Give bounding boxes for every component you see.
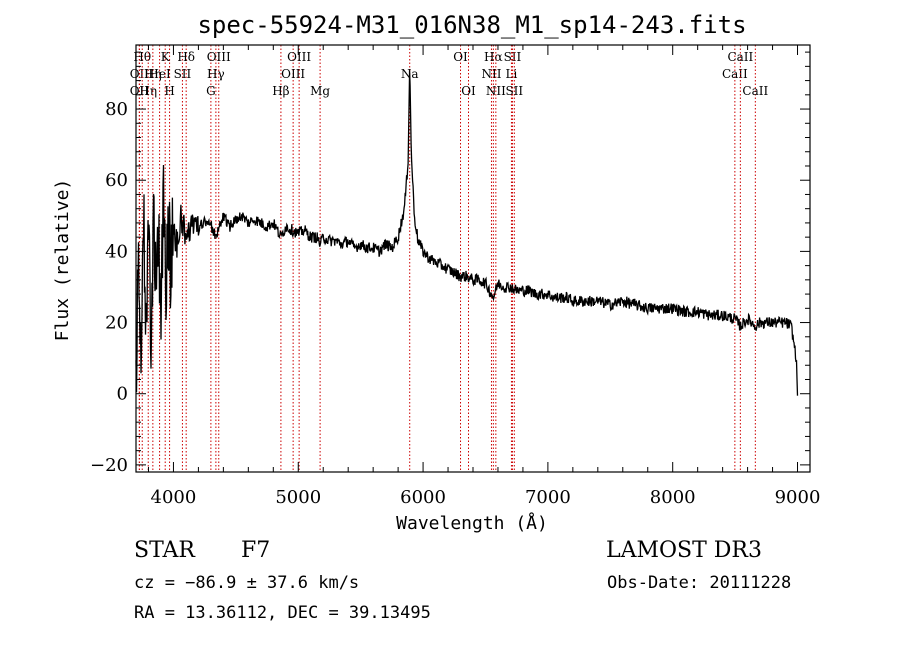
line-marker-label: NII <box>486 84 506 98</box>
line-marker-label: Hη <box>139 84 157 98</box>
line-marker-label: Hδ <box>177 50 195 64</box>
line-marker-label: CaII <box>727 50 753 64</box>
x-tick-label: 9000 <box>775 487 821 508</box>
line-marker-label: Hβ <box>272 84 289 98</box>
survey-name: LAMOST DR3 <box>606 538 762 563</box>
y-tick-label: 0 <box>117 384 128 405</box>
object-subclass: F7 <box>241 538 271 563</box>
spectrum-chart: spec-55924-M31_016N38_M1_sp14-243.fits O… <box>52 11 820 534</box>
line-marker-label: NII <box>481 67 501 81</box>
line-marker-label: H <box>164 84 174 98</box>
y-tick-label: 20 <box>105 313 128 334</box>
x-tick-label: 5000 <box>275 487 321 508</box>
line-marker-label: G <box>206 84 216 98</box>
chart-title: spec-55924-M31_016N38_M1_sp14-243.fits <box>197 11 746 39</box>
line-markers: OIIOIIHθHηHηHeIKHSIIHδGHγOIIIHβOIIIOIIIM… <box>130 45 768 472</box>
line-marker-label: OI <box>453 50 468 64</box>
line-marker-label: OII <box>130 84 150 98</box>
line-marker-label: OI <box>461 84 476 98</box>
y-tick-label: 60 <box>105 170 128 191</box>
object-class: STAR <box>134 538 195 563</box>
line-marker-label: HeI <box>148 67 171 81</box>
spectrum-line <box>135 70 799 396</box>
observation-date: Obs-Date: 20111228 <box>607 573 792 593</box>
ra-dec: RA = 13.36112, DEC = 39.13495 <box>134 603 431 623</box>
line-marker-label: CaII <box>742 84 768 98</box>
redshift-cz: cz = −86.9 ± 37.6 km/s <box>134 573 360 593</box>
y-tick-label: 40 <box>105 241 128 262</box>
line-marker-label: Li <box>506 67 518 81</box>
x-tick-label: 7000 <box>525 487 571 508</box>
line-marker-label: Hα <box>484 50 503 64</box>
line-marker-label: Mg <box>310 84 330 98</box>
line-marker-label: K <box>161 50 171 64</box>
line-marker-label: Hθ <box>133 50 151 64</box>
plot-frame <box>135 44 811 473</box>
y-tick-label: −20 <box>90 455 128 476</box>
line-marker-label: SII <box>174 67 192 81</box>
line-marker-label: SII <box>505 84 523 98</box>
y-tick-label: 80 <box>105 99 128 120</box>
x-tick-label: 8000 <box>650 487 696 508</box>
x-tick-label: 4000 <box>151 487 197 508</box>
x-tick-label: 6000 <box>400 487 446 508</box>
y-axis-label: Flux (relative) <box>52 179 73 342</box>
line-marker-label: OIII <box>281 67 305 81</box>
line-marker-label: CaII <box>722 67 748 81</box>
axis-ticks: 4000 5000 6000 7000 8000 9000 −20 0 20 40 60 80 <box>90 45 820 508</box>
line-marker-label: Hγ <box>207 67 225 81</box>
line-marker-label: Hη <box>144 67 162 81</box>
line-marker-label: SII <box>504 50 522 64</box>
x-axis-label: Wavelength (Å) <box>396 512 548 534</box>
line-marker-label: OIII <box>287 50 311 64</box>
line-marker-label: OIII <box>207 50 231 64</box>
